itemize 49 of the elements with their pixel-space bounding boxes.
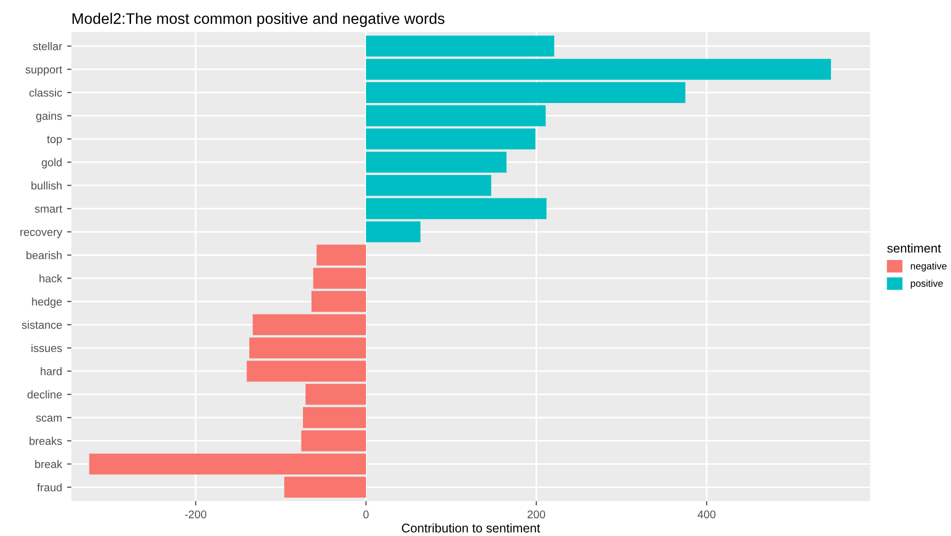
y-tick-label: break [35,460,62,468]
chart-title: Model2:The most common positive and negative words [72,12,444,27]
bar [366,128,536,150]
legend-label: positive [910,280,943,289]
bar [284,476,366,498]
bar [316,244,366,266]
bar [366,221,420,242]
legend-label: negative [910,262,947,272]
x-tick-label: -200 [185,510,206,518]
bar [313,268,366,289]
bar [366,36,554,57]
y-tick-label: decline [28,390,62,398]
y-tick-label: scam [36,416,62,422]
y-tick-label: gold [42,158,62,169]
bar [252,314,366,336]
bar [366,58,831,80]
bar [366,174,492,196]
bar [366,152,507,173]
y-tick-label: classic [29,88,62,97]
y-tick-label: bullish [32,181,62,190]
y-tick-label: breaks [30,436,62,445]
x-tick-label: 0 [363,510,369,518]
bar [366,198,547,220]
y-tick-label: issues [32,344,62,352]
bar [249,337,366,358]
bar [366,82,686,103]
bar [366,105,546,126]
bar [306,384,366,405]
bar [246,360,366,382]
bar [301,430,366,452]
x-tick-label: 200 [528,510,546,518]
y-tick-label: bearish [26,251,62,260]
y-tick-label: hedge [32,297,62,308]
y-tick-label: hard [40,367,62,376]
bar [302,407,366,428]
y-tick-label: fraud [37,483,62,492]
legend-title: sentiment [887,243,942,253]
y-tick-label: hack [40,274,62,282]
bar [89,454,366,474]
x-axis-title: Contribution to sentiment [402,523,540,533]
y-tick-label: recovery [20,230,62,238]
y-tick-label: sistance [22,320,62,329]
y-tick-label: smart [34,205,62,213]
y-tick-label: top [47,136,62,146]
y-tick-label: support [26,66,62,76]
y-tick-label: gains [36,112,62,122]
y-tick-label: stellar [32,42,62,50]
x-tick-label: 400 [698,510,716,518]
bar [311,291,366,312]
